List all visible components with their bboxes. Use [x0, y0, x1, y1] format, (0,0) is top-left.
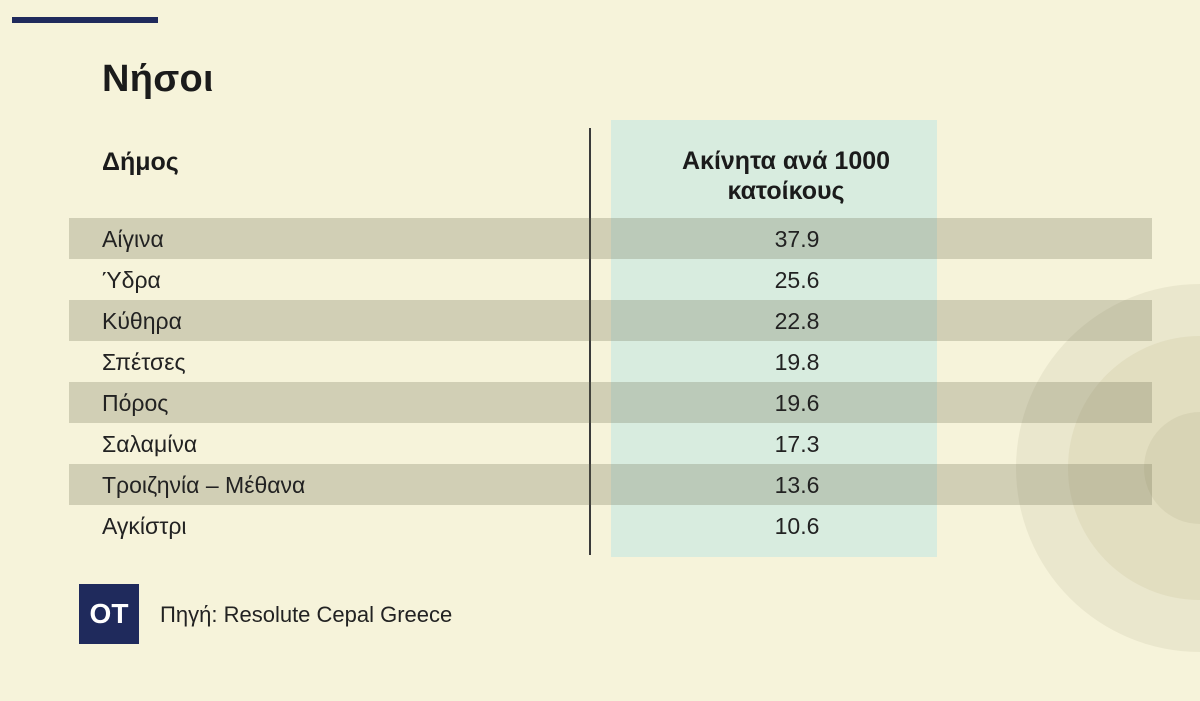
- row-label: Κύθηρα: [102, 308, 182, 334]
- table-row: Αίγινα 37.9: [69, 218, 1152, 259]
- table-row: Σαλαμίνα 17.3: [69, 423, 1152, 464]
- row-value: 19.6: [774, 390, 820, 416]
- column-header-properties-line1: Ακίνητα ανά 1000: [681, 147, 891, 175]
- row-label: Σπέτσες: [102, 349, 186, 375]
- row-label: Τροιζηνία – Μέθανα: [102, 472, 306, 498]
- column-header-municipality: Δήμος: [102, 148, 179, 176]
- decorative-circle-inner: [1144, 412, 1200, 524]
- top-accent-bar: [12, 17, 158, 23]
- column-header-properties-line2: κατοίκους: [727, 177, 845, 205]
- chart-title: Νήσοι: [102, 58, 214, 100]
- table-row: Πόρος 19.6: [69, 382, 1152, 423]
- decorative-circle-middle: [1068, 336, 1200, 600]
- value-column-highlight: [611, 120, 937, 557]
- row-value: 25.6: [774, 267, 820, 293]
- table-row: Σπέτσες 19.8: [69, 341, 1152, 382]
- row-value: 13.6: [774, 472, 820, 498]
- row-label: Σαλαμίνα: [102, 431, 198, 457]
- table-row: Τροιζηνία – Μέθανα 13.6: [69, 464, 1152, 505]
- table-row: Κύθηρα 22.8: [69, 300, 1152, 341]
- table-body: Αίγινα 37.9 Ύδρα 25.6 Κύθηρα 22.8 Σπέτσε…: [69, 218, 1152, 546]
- row-label: Ύδρα: [102, 267, 161, 293]
- row-label: Αίγινα: [102, 226, 164, 252]
- row-value: 17.3: [774, 431, 820, 457]
- ot-logo: OT: [79, 584, 139, 644]
- source-note: Πηγή: Resolute Cepal Greece: [160, 602, 453, 627]
- row-value: 19.8: [774, 349, 820, 375]
- row-label: Αγκίστρι: [102, 513, 187, 539]
- row-value: 22.8: [774, 308, 820, 334]
- row-value: 37.9: [774, 226, 820, 252]
- column-divider: [589, 128, 591, 555]
- table-row: Αγκίστρι 10.6: [69, 505, 1152, 546]
- column-header-properties: Ακίνητα ανά 1000 κατοίκους: [611, 146, 961, 206]
- row-label: Πόρος: [102, 390, 169, 416]
- row-value: 10.6: [774, 513, 820, 539]
- table-row: Ύδρα 25.6: [69, 259, 1152, 300]
